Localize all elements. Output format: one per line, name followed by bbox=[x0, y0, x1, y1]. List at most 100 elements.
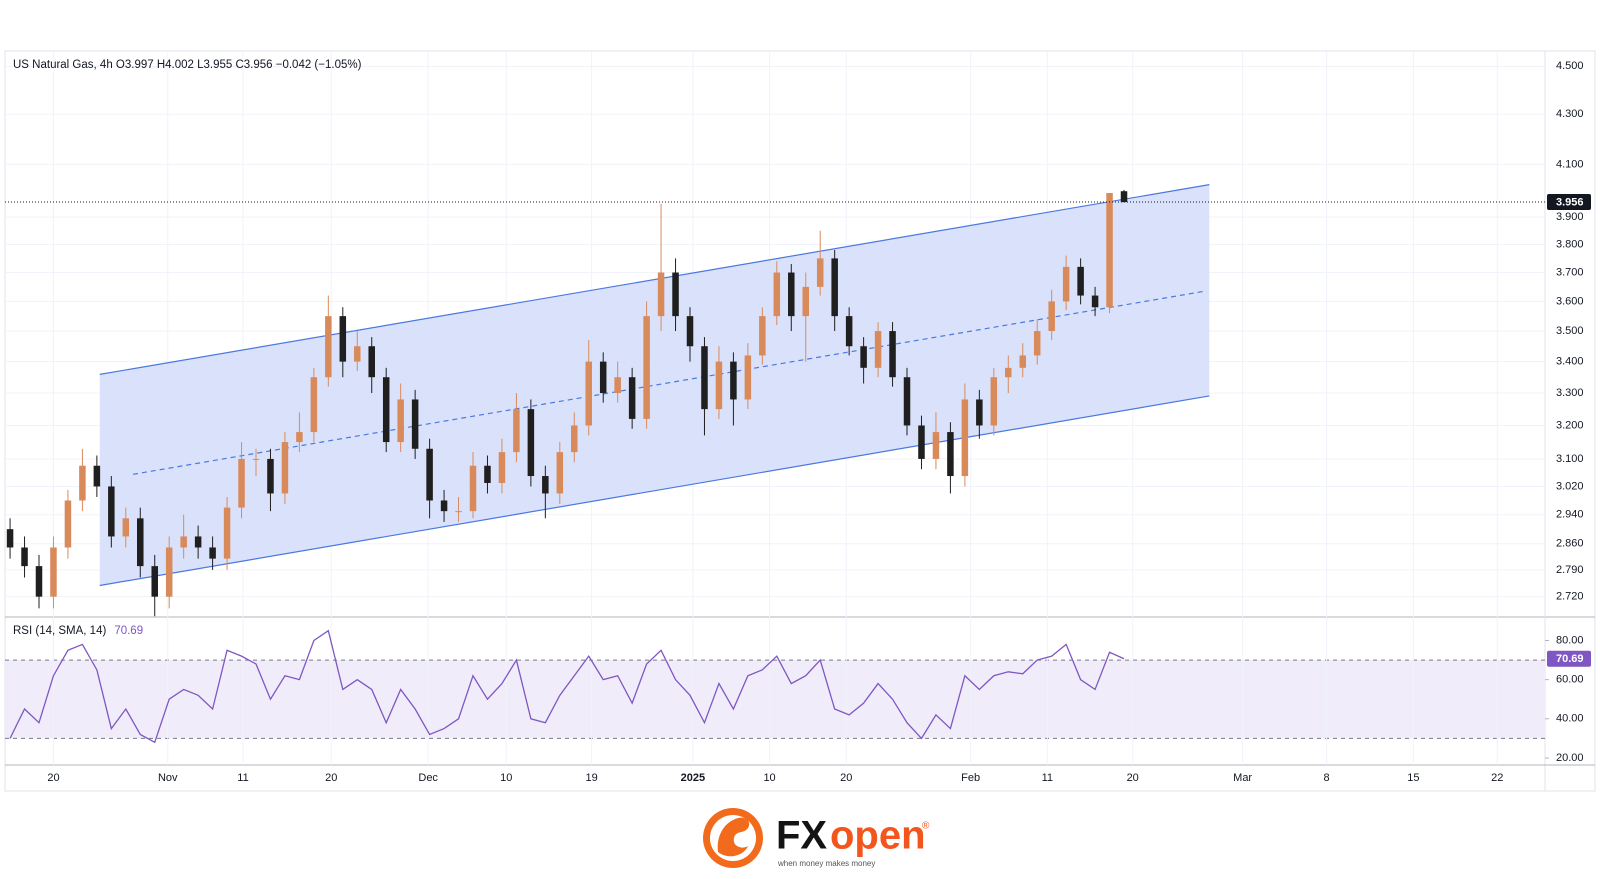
channel-middle-line bbox=[132, 290, 1207, 475]
logo-dragon bbox=[717, 817, 750, 857]
y-tick-label: 4.500 bbox=[1556, 60, 1584, 72]
x-tick-label: Feb bbox=[961, 772, 980, 784]
candle-body bbox=[903, 377, 911, 426]
candle-body bbox=[1005, 367, 1012, 378]
logo-registered: ® bbox=[922, 821, 930, 832]
y-tick-label: 2.860 bbox=[1556, 538, 1584, 550]
candle-body bbox=[1048, 301, 1055, 332]
candle-body bbox=[686, 316, 694, 347]
candle-body bbox=[151, 566, 158, 597]
candle-body bbox=[281, 442, 289, 494]
candle-body bbox=[21, 547, 28, 567]
candle-body bbox=[874, 331, 882, 368]
candle-body bbox=[339, 316, 347, 362]
x-tick-label: 10 bbox=[763, 772, 775, 784]
x-tick-label: 19 bbox=[586, 772, 598, 784]
candle-body bbox=[6, 529, 14, 548]
candle-body bbox=[368, 346, 375, 378]
logo: FX open ® when money makes money bbox=[703, 808, 930, 868]
candle-body bbox=[296, 432, 303, 443]
candle-body bbox=[1062, 266, 1070, 302]
y-tick-label: 3.020 bbox=[1556, 480, 1584, 492]
candle-body bbox=[1033, 331, 1041, 356]
y-tick-label: 2.720 bbox=[1556, 591, 1584, 603]
y-tick-label: 4.300 bbox=[1556, 108, 1584, 120]
candle-body bbox=[527, 409, 535, 477]
x-tick-label: Dec bbox=[418, 772, 438, 784]
candle-body bbox=[788, 272, 795, 317]
rsi-current-value: 70.69 bbox=[114, 625, 143, 637]
y-tick-label: 3.300 bbox=[1556, 387, 1584, 399]
y-tick-label: 2.790 bbox=[1556, 564, 1584, 576]
x-tick-label: 22 bbox=[1491, 772, 1503, 784]
candle-body bbox=[932, 432, 940, 459]
y-tick-label: 3.600 bbox=[1556, 295, 1584, 307]
candle-body bbox=[599, 361, 607, 394]
channel-fill bbox=[99, 184, 1210, 586]
candle-body bbox=[1120, 191, 1128, 203]
candle-body bbox=[990, 377, 998, 426]
candle-body bbox=[701, 346, 708, 410]
candle-body bbox=[108, 486, 115, 537]
candle-body bbox=[64, 500, 72, 548]
x-tick-label: 15 bbox=[1407, 772, 1419, 784]
candle-body bbox=[426, 448, 433, 501]
y-tick-label: 60.00 bbox=[1556, 674, 1584, 686]
candle-body bbox=[918, 425, 925, 459]
rsi-line bbox=[9, 629, 1125, 744]
rsi-last-label: 70.69 bbox=[1556, 653, 1584, 665]
candle-body bbox=[816, 258, 824, 287]
y-tick-label: 20.00 bbox=[1556, 752, 1584, 764]
candle-body bbox=[252, 458, 260, 460]
plot-area: 2.720 2.790 2.860 2.940 3.020 3.100 3.200 3.300… bbox=[5, 51, 1595, 791]
candle-body bbox=[79, 465, 86, 501]
y-tick-label: 80.00 bbox=[1556, 634, 1584, 646]
candle-body bbox=[759, 316, 766, 356]
candle-body bbox=[137, 518, 144, 567]
candle-body bbox=[585, 361, 592, 426]
x-tick-label: Mar bbox=[1233, 772, 1252, 784]
candle-body bbox=[180, 536, 187, 548]
candle-body bbox=[93, 465, 101, 487]
chart-title: RSI (14, SMA, 14) bbox=[13, 625, 106, 637]
rsi-last-marker bbox=[1547, 650, 1591, 667]
candle-body bbox=[1019, 355, 1027, 368]
candle-body bbox=[845, 316, 853, 347]
candle-body bbox=[744, 355, 752, 400]
candle-body bbox=[556, 452, 564, 494]
candle-body bbox=[773, 272, 781, 317]
y-tick-label: 3.500 bbox=[1556, 325, 1584, 337]
candle-body bbox=[209, 547, 216, 559]
y-tick-label: 3.700 bbox=[1556, 266, 1584, 278]
candle-body bbox=[469, 465, 477, 512]
candle-body bbox=[1106, 193, 1113, 308]
candle-body bbox=[484, 465, 491, 483]
x-tick-label: 20 bbox=[325, 772, 337, 784]
x-tick-label: 11 bbox=[237, 772, 248, 784]
candle-body bbox=[672, 272, 679, 317]
y-tick-label: 4.100 bbox=[1556, 158, 1584, 170]
x-tick-label: 20 bbox=[840, 772, 852, 784]
last-price-marker bbox=[1547, 194, 1591, 211]
candle-body bbox=[947, 432, 954, 477]
channel-upper-line bbox=[99, 184, 1210, 375]
candle-body bbox=[802, 286, 809, 317]
logo-brand-suffix: open bbox=[830, 814, 926, 858]
candle-body bbox=[614, 377, 621, 394]
candle-body bbox=[411, 399, 419, 449]
y-tick-label: 3.800 bbox=[1556, 238, 1584, 250]
candle-body bbox=[889, 331, 896, 378]
x-tick-label: 2025 bbox=[681, 772, 705, 784]
y-tick-label: 3.100 bbox=[1556, 453, 1584, 465]
candle-body bbox=[397, 399, 404, 443]
candle-body bbox=[628, 377, 636, 419]
candle-body bbox=[542, 476, 549, 494]
chart-title: US Natural Gas, 4h O3.997 H4.002 L3.955 … bbox=[13, 59, 362, 71]
candle-body bbox=[730, 361, 737, 400]
candle-body bbox=[831, 258, 838, 317]
y-tick-label: 3.900 bbox=[1556, 211, 1584, 223]
candle-body bbox=[382, 377, 390, 443]
channel-lower-line bbox=[99, 395, 1210, 587]
